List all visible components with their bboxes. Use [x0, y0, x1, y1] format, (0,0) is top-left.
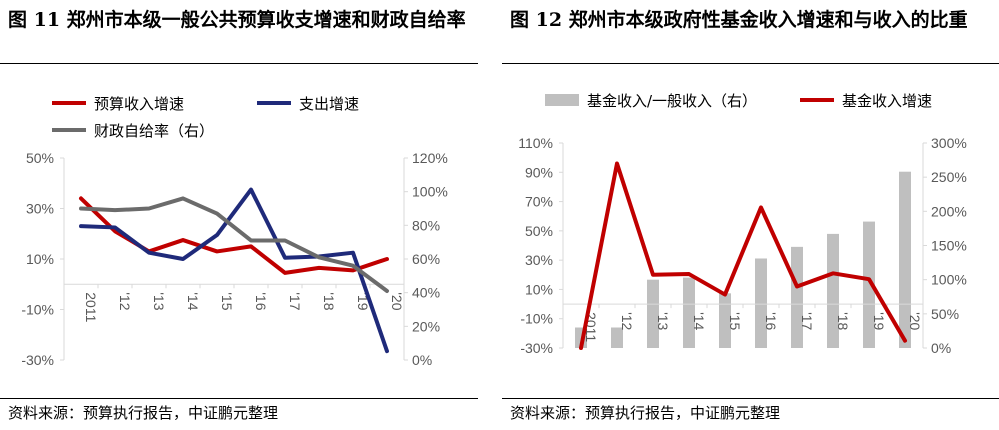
- line-chart: 50% 30% 10% -10% -30% 120% 100% 80% 60% 40% 20% 0% 2…: [21, 95, 448, 368]
- series-line: [79, 187, 389, 354]
- y-left-tick-label: -30%: [21, 352, 54, 368]
- x-tick-label: '20: [389, 292, 405, 310]
- divider: [502, 63, 999, 64]
- chart-title: 图 12 郑州市本级政府性基金收入增速和与收入的比重: [510, 9, 968, 31]
- y-right-tick-label: 300%: [931, 135, 967, 151]
- y-right-tick-label: 200%: [931, 203, 967, 219]
- y-left-tick-label: -10%: [520, 311, 553, 327]
- bar-line-chart: 110% 90% 70% 50% 30% 10% -10% -30% 300% 250% 200% 1…: [518, 92, 967, 356]
- divider: [0, 63, 478, 64]
- legend-label: 财政自给率（右）: [94, 122, 214, 140]
- source-note: 资料来源：预算执行报告，中证鹏元整理: [8, 404, 279, 422]
- y-left-tick-label: 70%: [525, 194, 553, 210]
- y-left-tick-label: -10%: [21, 302, 54, 318]
- bar: [755, 258, 767, 348]
- y-left-tick-label: -30%: [520, 340, 553, 356]
- divider: [0, 398, 478, 399]
- y-right-tick-label: 80%: [412, 217, 440, 233]
- series-line: [79, 196, 389, 293]
- x-tick-label: '16: [253, 292, 269, 310]
- y-right-tick-label: 0%: [931, 340, 951, 356]
- y-left-tick-label: 110%: [518, 135, 553, 151]
- x-tick-label: '15: [219, 292, 235, 310]
- x-tick-label: '18: [835, 312, 851, 330]
- x-tick-label: '19: [871, 312, 887, 330]
- legend-label: 预算收入增速: [94, 95, 184, 113]
- chart-panel-right: 图 12 郑州市本级政府性基金收入增速和与收入的比重 110% 90% 70% 50%…: [502, 0, 999, 430]
- bar: [791, 246, 803, 348]
- bar: [863, 221, 875, 348]
- series-line: [579, 161, 907, 350]
- bar: [719, 293, 731, 348]
- legend-label: 基金收入/一般收入（右）: [587, 92, 757, 110]
- y-left-tick-label: 10%: [525, 281, 553, 297]
- y-left-tick-label: 30%: [525, 252, 553, 268]
- y-right-tick-label: 250%: [931, 169, 967, 185]
- source-note: 资料来源：预算执行报告，中证鹏元整理: [510, 404, 781, 422]
- y-right-tick-label: 100%: [412, 184, 448, 200]
- bar: [611, 327, 623, 348]
- y-left-tick-label: 50%: [26, 150, 54, 166]
- x-tick-label: '20: [907, 312, 923, 330]
- y-right-tick-label: 100%: [931, 272, 967, 288]
- y-right-tick-label: 0%: [412, 352, 432, 368]
- x-tick-label: '12: [117, 292, 133, 310]
- y-right-tick-label: 120%: [412, 150, 448, 166]
- bar: [827, 233, 839, 348]
- y-left-tick-label: 10%: [26, 251, 54, 267]
- y-right-tick-label: 60%: [412, 251, 440, 267]
- bar: [647, 279, 659, 348]
- legend-swatch: [545, 94, 579, 106]
- chart-panel-left: 图 11 郑州市本级一般公共预算收支增速和财政自给率 50% 30% 10% -10%…: [0, 0, 480, 430]
- y-left-tick-label: 90%: [525, 164, 553, 180]
- y-right-tick-label: 50%: [931, 306, 959, 322]
- x-tick-label: '17: [287, 292, 303, 310]
- y-left-tick-label: 30%: [26, 201, 54, 217]
- x-tick-label: 2011: [83, 292, 99, 322]
- x-tick-label: '16: [763, 312, 779, 330]
- x-tick-label: '18: [321, 292, 337, 310]
- x-tick-label: '14: [691, 312, 707, 330]
- x-tick-label: '13: [151, 292, 167, 310]
- legend-label: 基金收入增速: [842, 92, 932, 110]
- bar: [683, 277, 695, 348]
- y-right-tick-label: 40%: [412, 285, 440, 301]
- x-tick-label: '15: [727, 312, 743, 330]
- x-tick-label: '12: [619, 312, 635, 330]
- x-tick-label: '17: [799, 312, 815, 330]
- x-tick-label: '14: [185, 292, 201, 310]
- y-left-tick-label: 50%: [525, 223, 553, 239]
- x-tick-label: '13: [655, 312, 671, 330]
- legend-label: 支出增速: [299, 95, 359, 113]
- divider: [502, 398, 999, 399]
- y-right-tick-label: 150%: [931, 238, 967, 254]
- chart-title: 图 11 郑州市本级一般公共预算收支增速和财政自给率: [8, 9, 466, 31]
- y-right-tick-label: 20%: [412, 318, 440, 334]
